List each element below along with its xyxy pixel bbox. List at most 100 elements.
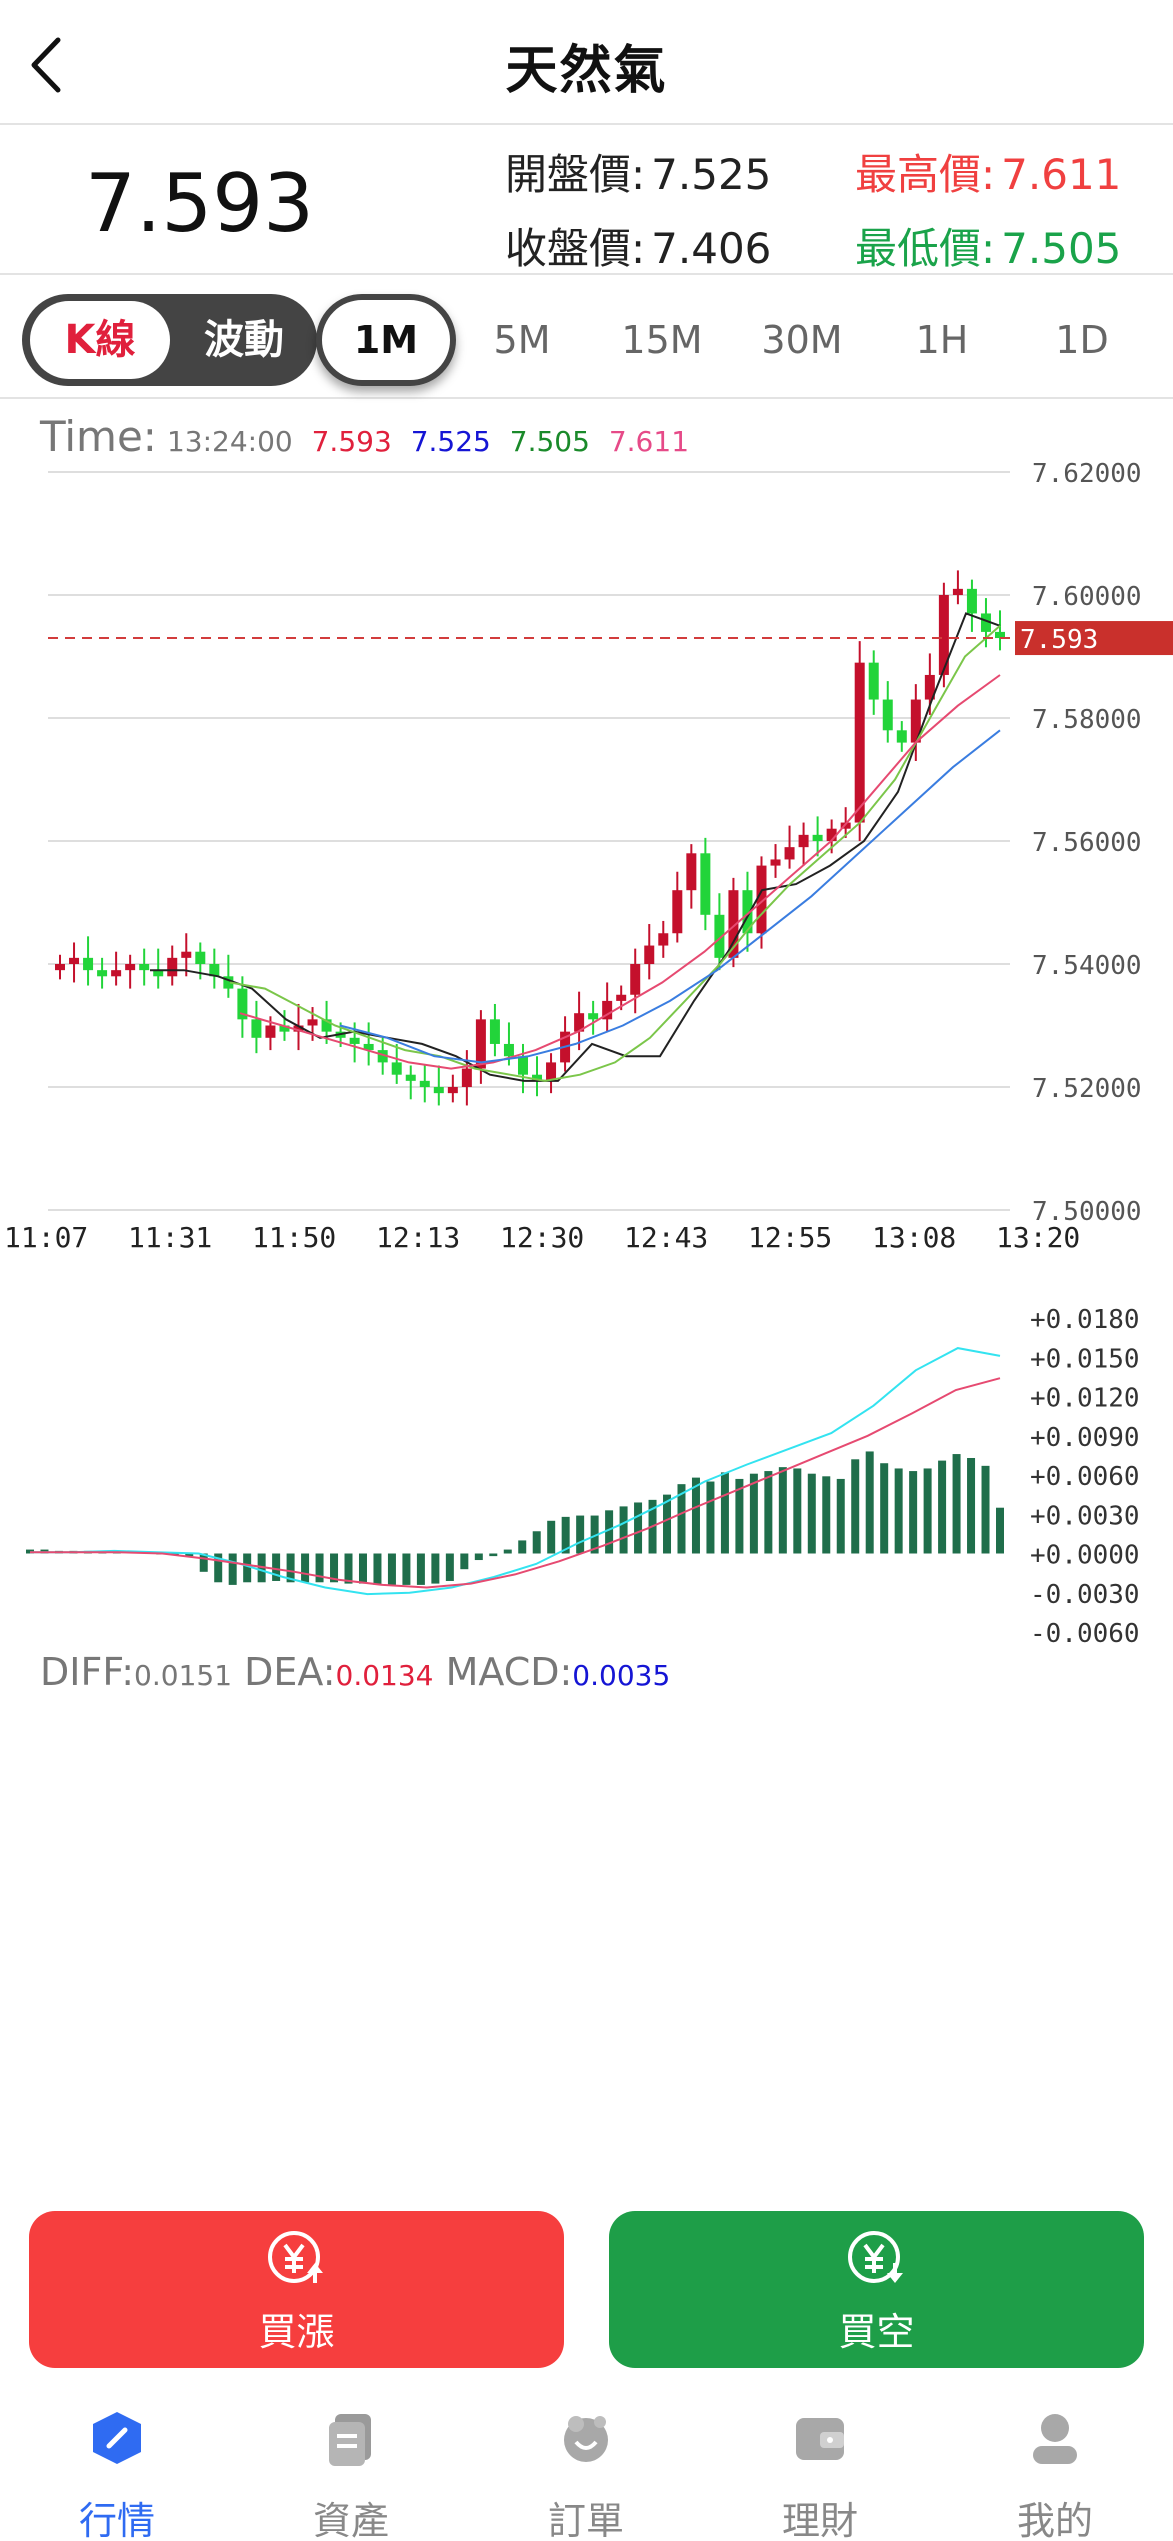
macd-bar (851, 1459, 860, 1554)
price-y-tick: 7.54000 (1032, 951, 1142, 981)
macd-bar (576, 1515, 585, 1554)
high-label: 最高價: (855, 150, 996, 199)
chart-mode-toggle: K線 波動 (22, 294, 317, 386)
price-y-tick: 7.50000 (1032, 1197, 1142, 1227)
candle-body (588, 1013, 599, 1020)
candle-body (756, 865, 767, 934)
tab-profile-label: 我的 (1016, 2499, 1093, 2541)
price-y-tick: 7.52000 (1032, 1074, 1142, 1104)
macd-y-tick: +0.0150 (1030, 1344, 1140, 1374)
open-value: 7.525 (651, 150, 772, 199)
price-chart[interactable]: 7.62000 7.60000 7.58000 7.56000 7.54000 7.520… (0, 400, 1173, 1700)
tab-finance[interactable]: 理財 (703, 2390, 937, 2541)
diff-line (30, 1347, 1001, 1596)
candle-body (433, 1087, 444, 1094)
trade-buttons: 買漲 買空 (0, 2205, 1173, 2370)
time-label: Time: (40, 412, 157, 461)
macd-bar (619, 1506, 628, 1554)
timeframe-5m[interactable]: 5M (493, 318, 551, 362)
candle-body (574, 1013, 585, 1032)
current-price-badge (1015, 621, 1173, 656)
candle-body (784, 847, 795, 860)
macd-y-tick: +0.0120 (1030, 1384, 1140, 1414)
macd-bar (431, 1553, 440, 1584)
tab-assets[interactable]: 資產 (234, 2390, 468, 2541)
candle-body (489, 1019, 500, 1044)
macd-bar (691, 1477, 700, 1554)
orders-icon (564, 2416, 608, 2462)
buy-down-button[interactable]: 買空 (609, 2211, 1144, 2368)
current-price-label: 7.593 (1020, 625, 1098, 655)
macd-y-tick: +0.0030 (1030, 1501, 1140, 1531)
candle-body (419, 1080, 430, 1087)
candle-body (97, 970, 108, 977)
candle-body (461, 1068, 472, 1087)
candle-body (728, 890, 739, 958)
candle-body (83, 957, 94, 971)
candle-body (377, 1050, 388, 1063)
macd-bar (749, 1473, 758, 1554)
macd-value: 0.0035 (572, 1659, 670, 1692)
candle-body (153, 970, 164, 977)
tab-orders-label: 訂單 (547, 2499, 624, 2541)
timeframe-1h[interactable]: 1H (915, 318, 969, 362)
macd-bar (460, 1553, 469, 1570)
price-y-tick: 7.62000 (1032, 459, 1142, 489)
candle-body (658, 933, 669, 946)
low-price: 最低價: 7.505 (855, 215, 1121, 276)
candle-legend: Time: 13:24:00 7.593 7.525 7.505 7.611 (40, 412, 699, 461)
candle-body (475, 1019, 486, 1069)
macd-bar (793, 1468, 802, 1554)
macd-legend: DIFF:0.0151 DEA:0.0134 MACD:0.0035 (40, 1650, 670, 1694)
macd-bar (358, 1553, 367, 1584)
macd-bar (981, 1465, 990, 1554)
macd-bar (967, 1457, 976, 1554)
macd-bar (489, 1553, 498, 1557)
candle-body (742, 890, 753, 934)
kline-mode-button[interactable]: K線 (30, 301, 170, 379)
candle-body (321, 1019, 332, 1032)
macd-bar (243, 1553, 252, 1583)
macd-bar (315, 1553, 324, 1583)
candle-body (910, 699, 921, 743)
macd-bar (474, 1553, 483, 1561)
buy-up-button[interactable]: 買漲 (29, 2211, 564, 2368)
macd-bar (735, 1478, 744, 1554)
candle-body (55, 964, 65, 971)
candle-body (293, 1025, 304, 1032)
candle-body (405, 1074, 416, 1081)
candle-body (630, 964, 641, 995)
macd-bar (344, 1553, 353, 1584)
macd-bar (634, 1502, 643, 1554)
candle-body (111, 970, 122, 977)
macd-bar (894, 1468, 903, 1554)
wallet-icon (796, 2418, 844, 2460)
timeframe-15m[interactable]: 15M (621, 318, 703, 362)
candle-body (952, 588, 963, 595)
candle-body (868, 662, 879, 700)
tab-market-label: 行情 (78, 2499, 155, 2541)
candle-body (882, 699, 893, 731)
time-x-tick: 13:20 (996, 1221, 1080, 1254)
macd-bar (416, 1553, 425, 1585)
back-button[interactable] (22, 30, 72, 100)
candle-body (223, 976, 234, 989)
moving-average-line (339, 729, 1001, 1064)
candle-body (391, 1062, 402, 1075)
legend-value-3: 7.505 (509, 425, 590, 458)
tab-market[interactable]: 行情 (0, 2390, 234, 2541)
tab-orders[interactable]: 訂單 (469, 2390, 703, 2541)
timeframe-30m[interactable]: 30M (761, 318, 843, 362)
wave-mode-button[interactable]: 波動 (204, 317, 284, 363)
dea-line (30, 1377, 1001, 1589)
quote-panel: 7.593 開盤價: 7.525 收盤價: 7.406 最高價: 7.611 最低價:… (0, 127, 1173, 275)
low-label: 最低價: (855, 224, 996, 273)
time-value: 13:24:00 (166, 425, 293, 458)
candle-body (447, 1087, 458, 1094)
timeframe-1d[interactable]: 1D (1055, 318, 1109, 362)
timeframe-1m[interactable]: 1M (316, 294, 456, 386)
macd-bar (865, 1451, 874, 1554)
candle-body (125, 964, 136, 971)
chart-area[interactable]: Time: 13:24:00 7.593 7.525 7.505 7.611 7.… (0, 400, 1173, 1700)
tab-profile[interactable]: 我的 (938, 2390, 1172, 2541)
